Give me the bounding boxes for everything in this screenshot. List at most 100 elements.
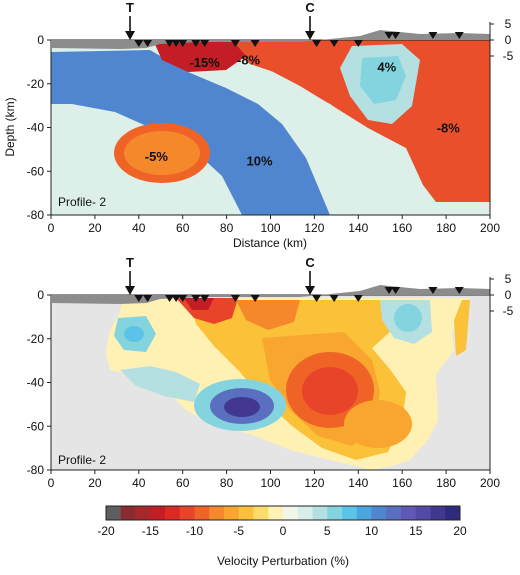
top-x-tick-label: 160 [392,221,412,235]
colorbar-title: Velocity Perturbation (%) [217,554,349,568]
colorbar-swatch [179,506,195,520]
top-x-tick-label: 40 [132,221,146,235]
top-x-tick-label: 200 [480,221,500,235]
colorbar-swatch [371,506,387,520]
colorbar-swatch [224,506,240,520]
station-marker [384,287,394,294]
station-marker [178,40,188,47]
top-x-axis-label: Distance (km) [233,236,307,250]
top-right-tick-label: 5 [505,17,512,31]
colorbar-swatch [356,506,372,520]
top-velocity-field [51,40,490,215]
station-marker [230,295,240,302]
station-marker [191,40,201,47]
anomaly-label: -8% [237,53,261,68]
top-x-tick-label: 0 [48,221,55,235]
top-y-tick-label: 0 [37,33,44,47]
bottom-y-tick-label: 0 [37,288,44,302]
anomaly-label: 4% [377,59,396,74]
bottom-x-tick-label: 0 [48,476,55,490]
bottom-velocity-field [51,295,490,470]
colorbar-swatch [327,506,343,520]
colorbar-tick-label: -20 [97,524,115,538]
anomaly-label: 10% [247,153,273,168]
station-marker [329,295,339,302]
colorbar-swatch [150,506,166,520]
bottom-x-tick-label: 180 [436,476,456,490]
top-y-tick-label: -20 [27,77,45,91]
bottom-x-tick-label: 40 [132,476,146,490]
bottom-x-tick-label: 20 [88,476,102,490]
bottom-y-tick-label: -20 [27,332,45,346]
colorbar-swatch [297,506,313,520]
colorbar-tick-label: -5 [233,524,244,538]
station-marker [312,295,322,302]
surface-marker-label: T [126,0,134,15]
anomaly-label: -15% [189,55,220,70]
top-topography [51,30,490,49]
anomaly-label: -5% [145,149,169,164]
bottom-y-tick-label: -60 [27,419,45,433]
surface-marker-label: T [126,255,134,270]
bottom-topography [51,285,490,304]
colorbar-swatch [401,506,417,520]
top-x-tick-label: 20 [88,221,102,235]
station-marker [312,40,322,47]
station-marker [454,287,464,294]
station-marker [353,295,363,302]
surface-marker-arrow-head [125,286,136,295]
top-x-tick-label: 120 [304,221,324,235]
station-marker [134,40,144,47]
surface-marker-label: C [305,255,315,270]
bottom-x-tick-label: 100 [260,476,280,490]
top-x-tick-label: 180 [436,221,456,235]
surface-marker-arrow-head [305,31,316,40]
station-marker [143,40,153,47]
station-marker [329,40,339,47]
colorbar-tick-label: 0 [280,524,287,538]
colorbar-swatch [209,506,225,520]
colorbar-swatch [238,506,254,520]
station-marker [191,295,201,302]
top-x-tick-label: 140 [348,221,368,235]
top-y-tick-label: -40 [27,121,45,135]
station-marker [250,40,260,47]
bottom-x-tick-label: 160 [392,476,412,490]
top-y-tick-label: -80 [27,208,45,222]
top-right-tick-label: -5 [503,49,514,63]
colorbar-swatch [135,506,151,520]
bottom-x-tick-label: 200 [480,476,500,490]
colorbar-tick-label: -10 [186,524,204,538]
surface-marker-arrow-head [125,31,136,40]
colorbar-swatch [120,506,136,520]
panel-bottom: 0 20 40 60 80 100 120 140 160 180 200 0 -20 -40 -60 -80… [27,255,514,490]
colorbar-swatch [268,506,284,520]
colorbar-swatch [430,506,446,520]
colorbar-tick-label: 10 [365,524,379,538]
station-marker [165,295,175,302]
colorbar-tick-label: 15 [409,524,423,538]
colorbar-swatch [445,506,461,520]
station-marker [200,40,210,47]
top-right-tick-label: 0 [505,33,512,47]
station-marker [353,40,363,47]
bottom-x-tick-label: 60 [176,476,190,490]
colorbar-swatch [312,506,328,520]
station-marker [428,32,438,39]
station-marker [250,295,260,302]
station-marker [428,287,438,294]
bottom-x-tick-label: 140 [348,476,368,490]
bottom-right-tick-label: 0 [505,288,512,302]
top-x-tick-label: 100 [260,221,280,235]
colorbar: -20 -15 -10 -5 0 5 10 15 20 Velocity Perturbatio… [97,505,467,568]
top-y-tick-label: -60 [27,164,45,178]
station-marker [134,295,144,302]
station-marker [391,287,401,294]
colorbar-swatch [106,506,122,520]
bottom-y-tick-label: -80 [27,463,45,477]
top-x-tick-label: 60 [176,221,190,235]
bottom-y-tick-label: -40 [27,376,45,390]
anomaly-label: -8% [437,121,461,136]
station-marker [171,40,181,47]
